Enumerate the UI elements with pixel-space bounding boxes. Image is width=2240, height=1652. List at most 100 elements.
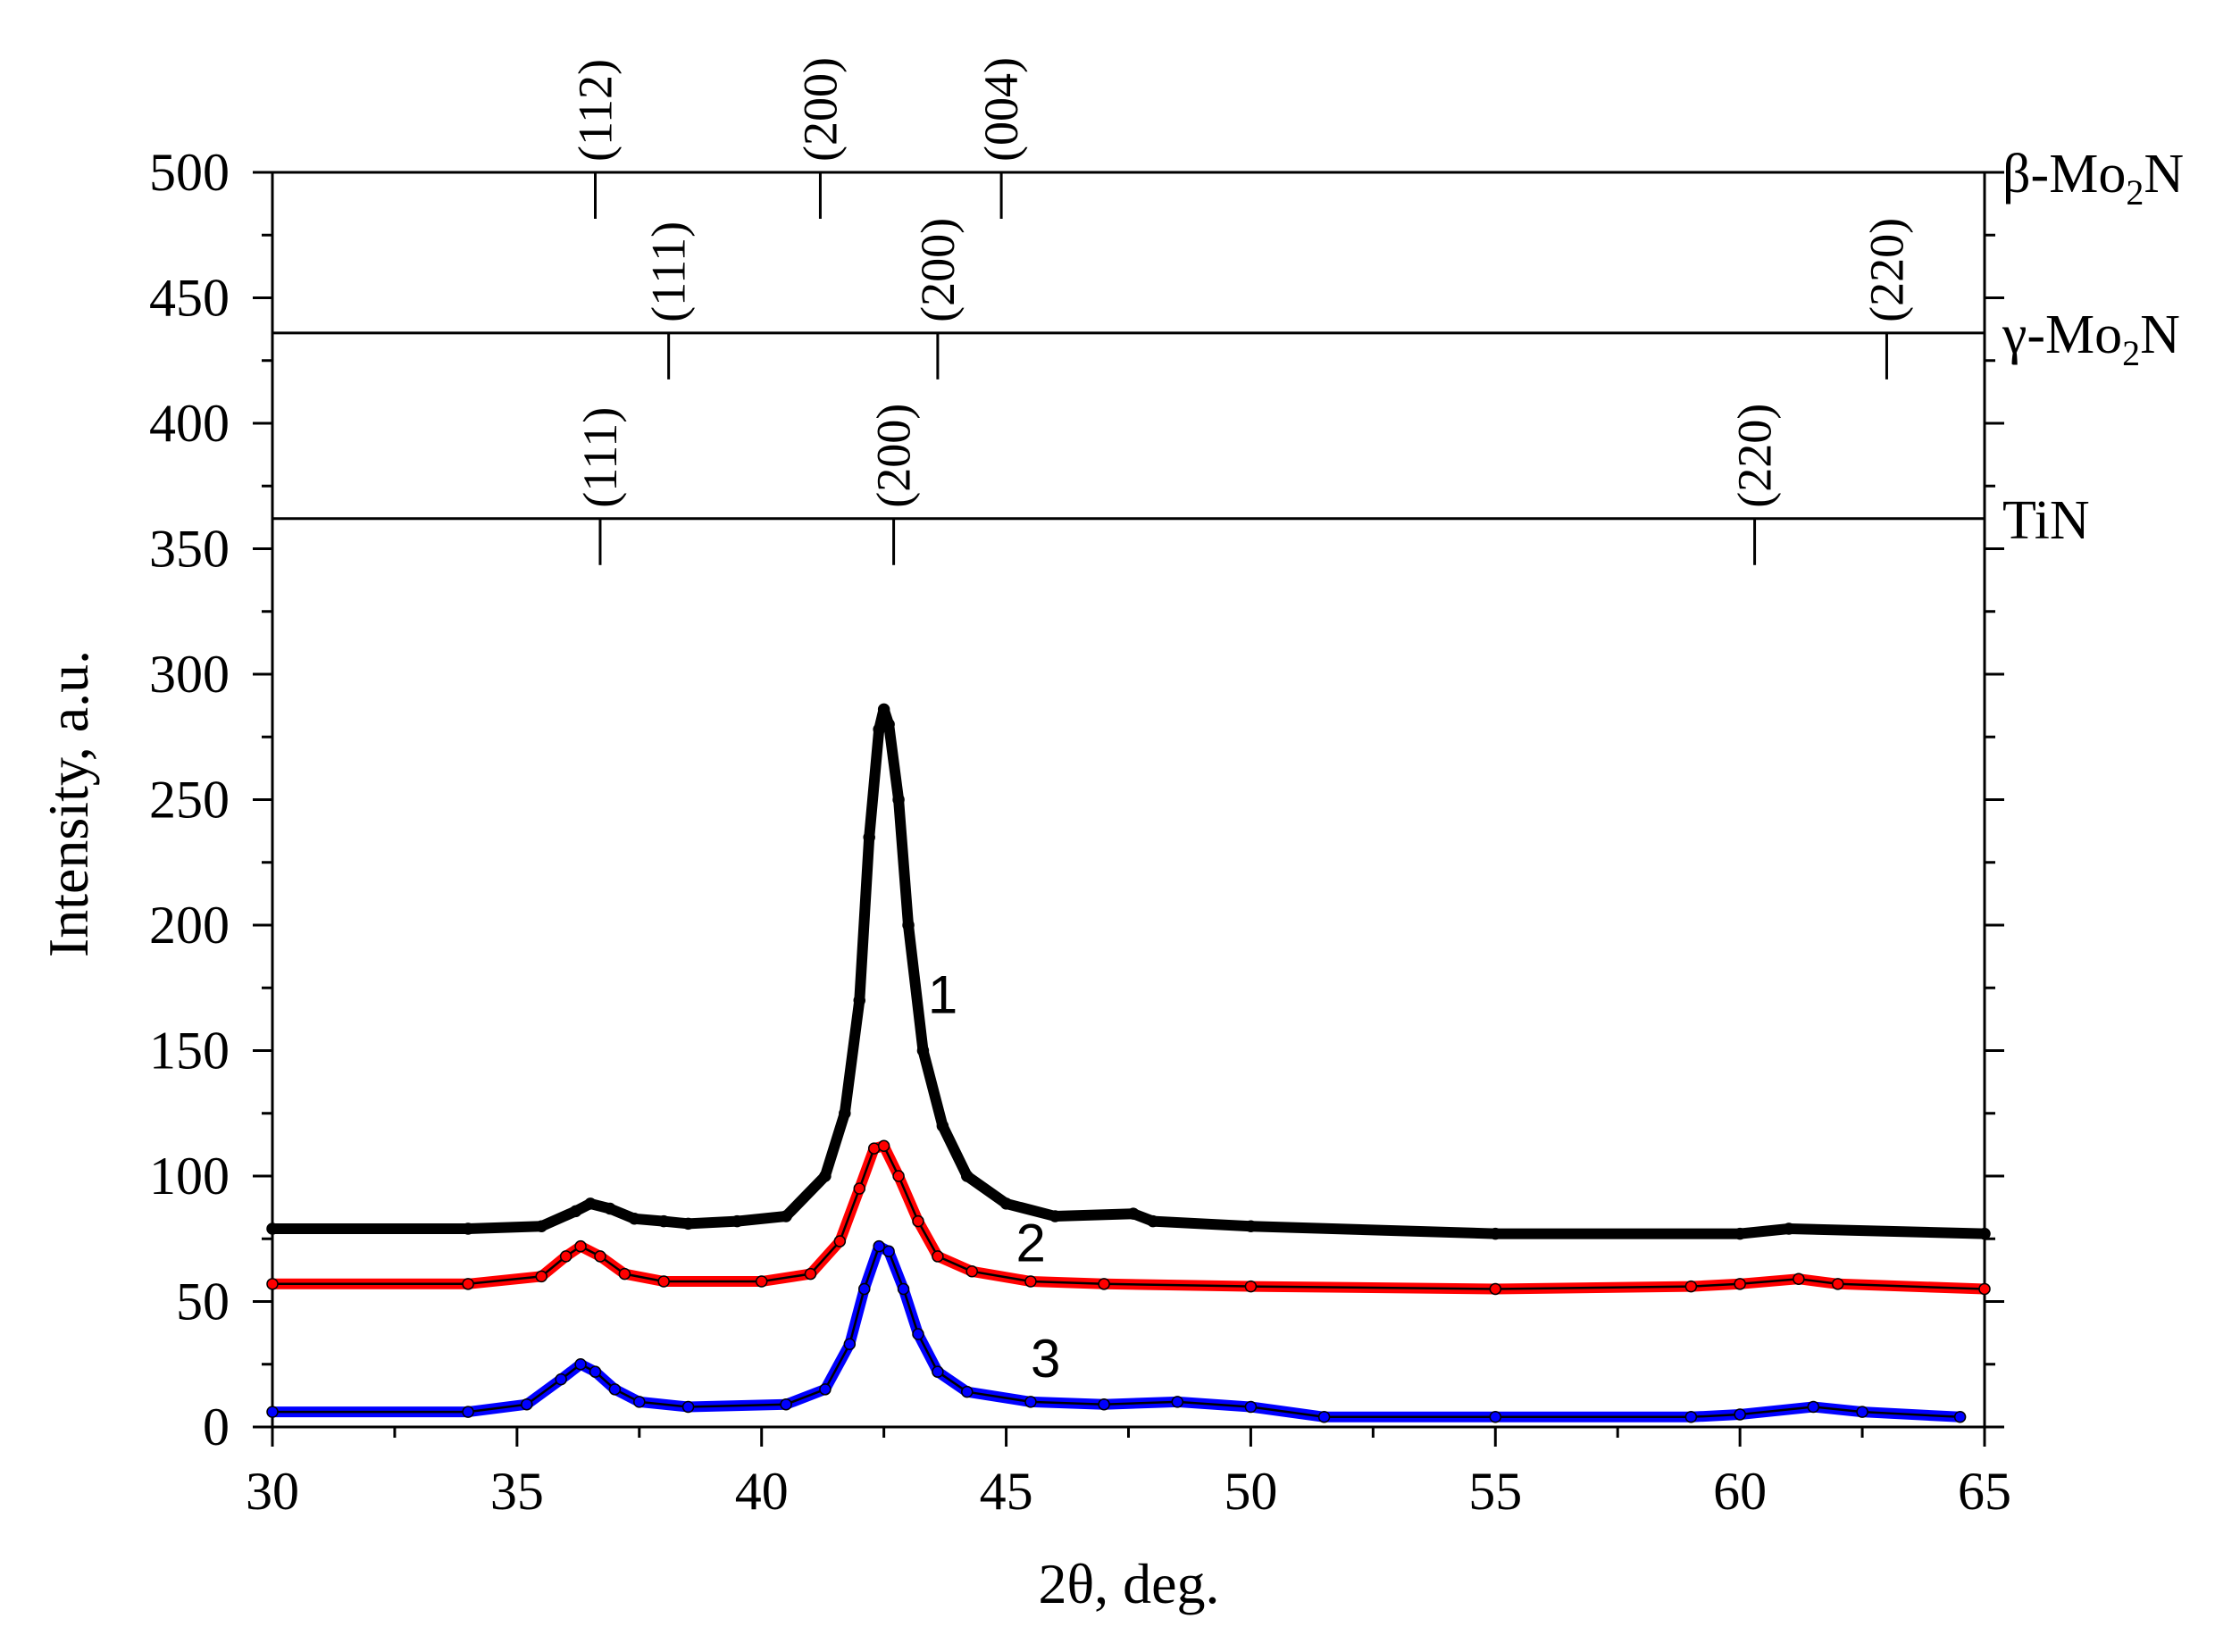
y-tick-label: 400: [149, 394, 230, 453]
data-point: [1953, 1411, 1967, 1423]
data-point: [1147, 1214, 1159, 1228]
x-tick-label: 40: [735, 1462, 789, 1521]
x-tick-label: 45: [980, 1462, 1033, 1521]
data-point: [780, 1398, 792, 1411]
data-point: [863, 830, 875, 844]
data-point: [932, 1365, 944, 1378]
series-layer: [266, 703, 1991, 1423]
hkl-label: (220): [1860, 218, 1913, 322]
x-axis-ticks: 30 35 40 45 50 55 60 65: [246, 1427, 2011, 1521]
hkl-label: (200): [793, 57, 847, 162]
data-point: [535, 1220, 547, 1232]
phase-name: β-Mo: [2002, 144, 2126, 204]
x-tick-label: 60: [1713, 1462, 1767, 1521]
data-point: [780, 1210, 792, 1222]
data-point: [731, 1214, 744, 1228]
hkl-label: (220): [1728, 404, 1782, 508]
data-point: [1024, 1275, 1037, 1288]
data-point: [1489, 1282, 1502, 1296]
data-point: [932, 1250, 944, 1263]
data-point: [912, 1214, 924, 1228]
data-point: [839, 1107, 851, 1120]
curve-label-layer: 1 2 3: [928, 964, 1060, 1388]
data-point: [1684, 1411, 1698, 1423]
data-point: [1171, 1396, 1184, 1408]
y-tick-label: 350: [149, 520, 230, 579]
data-point: [266, 1278, 279, 1290]
data-point: [1793, 1272, 1805, 1285]
data-point: [882, 718, 895, 730]
data-point: [965, 1265, 978, 1278]
x-axis-title: 2θ, deg.: [1038, 1552, 1219, 1615]
phase-subscript: 2: [2126, 172, 2144, 213]
data-point: [892, 793, 905, 806]
data-point: [1244, 1400, 1258, 1414]
data-point: [916, 1044, 930, 1057]
data-point: [608, 1383, 622, 1396]
data-point: [618, 1267, 631, 1281]
data-point: [819, 1170, 832, 1182]
y-tick-label: 200: [149, 896, 230, 955]
data-point: [999, 1197, 1013, 1210]
y-axis-title: Intensity, a.u.: [37, 650, 100, 957]
x-tick-label: 50: [1224, 1462, 1277, 1521]
phase-name: γ-Mo: [2002, 305, 2122, 365]
data-point: [1734, 1408, 1746, 1421]
curve-label: 2: [1016, 1214, 1046, 1273]
data-point: [873, 1239, 885, 1253]
data-point: [1978, 1227, 1991, 1240]
data-point: [628, 1213, 641, 1225]
data-point: [1831, 1278, 1844, 1290]
data-point: [633, 1396, 646, 1408]
data-point: [833, 1235, 847, 1247]
data-point: [521, 1398, 533, 1411]
data-point: [912, 1328, 924, 1340]
data-point: [555, 1372, 567, 1386]
data-point: [877, 703, 890, 716]
x-tick-label: 55: [1468, 1462, 1522, 1521]
hkl-label: (112): [568, 59, 622, 162]
data-point: [657, 1214, 670, 1228]
data-point: [1098, 1398, 1110, 1411]
data-point: [574, 1239, 587, 1253]
series-1: [266, 703, 1991, 1240]
data-point: [584, 1197, 597, 1210]
data-point: [462, 1222, 474, 1235]
phase-suffix: N: [2140, 305, 2180, 365]
series-1-fit-line: [272, 708, 1985, 1235]
y-tick-label: 250: [149, 771, 230, 830]
data-point: [843, 1338, 857, 1351]
y-axis-ticks: 0 50 100 150 200 250 300 350 400 450 500: [149, 143, 2004, 1456]
series-2: [266, 1139, 1991, 1296]
reference-phase: (111) (200) (220) TiN: [272, 404, 2090, 565]
data-point: [961, 1385, 974, 1398]
series-3-band: [267, 1240, 1966, 1423]
y-tick-label: 50: [176, 1272, 230, 1331]
phase-suffix: N: [2144, 144, 2184, 204]
reference-phase-layer: (112) (200) (004)β-Mo2N(111) (200) (220)γ-Mo…: [272, 57, 2184, 565]
y-tick-label: 500: [149, 143, 230, 202]
y-tick-label: 450: [149, 269, 230, 328]
data-point: [266, 1406, 279, 1418]
data-point: [681, 1217, 695, 1231]
hkl-label: (200): [911, 218, 965, 322]
data-point: [594, 1250, 606, 1263]
data-point: [755, 1275, 768, 1288]
data-point: [589, 1365, 602, 1378]
phase-name: TiN: [2002, 490, 2090, 551]
data-point: [1684, 1280, 1698, 1293]
reference-phase: (111) (200) (220) γ-Mo2N: [272, 218, 2180, 380]
data-point: [1127, 1207, 1140, 1220]
data-point: [535, 1270, 547, 1283]
phase-label: β-Mo2N: [2002, 144, 2184, 213]
data-point: [882, 1245, 895, 1258]
data-point: [1978, 1282, 1991, 1296]
phase-label: γ-Mo2N: [2002, 305, 2180, 373]
y-tick-label: 0: [203, 1398, 230, 1456]
x-tick-label: 35: [490, 1462, 544, 1521]
data-point: [1489, 1227, 1502, 1240]
data-point: [1244, 1220, 1258, 1232]
y-tick-label: 100: [149, 1147, 230, 1206]
data-point: [1244, 1280, 1258, 1293]
